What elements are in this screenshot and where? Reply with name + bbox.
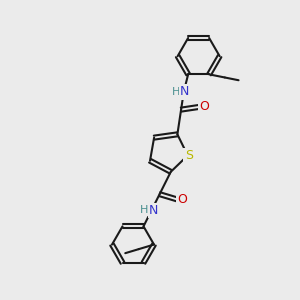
Text: S: S: [185, 149, 193, 162]
Text: H: H: [172, 87, 180, 97]
Text: O: O: [199, 100, 209, 113]
Text: O: O: [177, 193, 187, 206]
Text: N: N: [149, 204, 158, 217]
Text: H: H: [140, 205, 149, 215]
Text: N: N: [180, 85, 190, 98]
